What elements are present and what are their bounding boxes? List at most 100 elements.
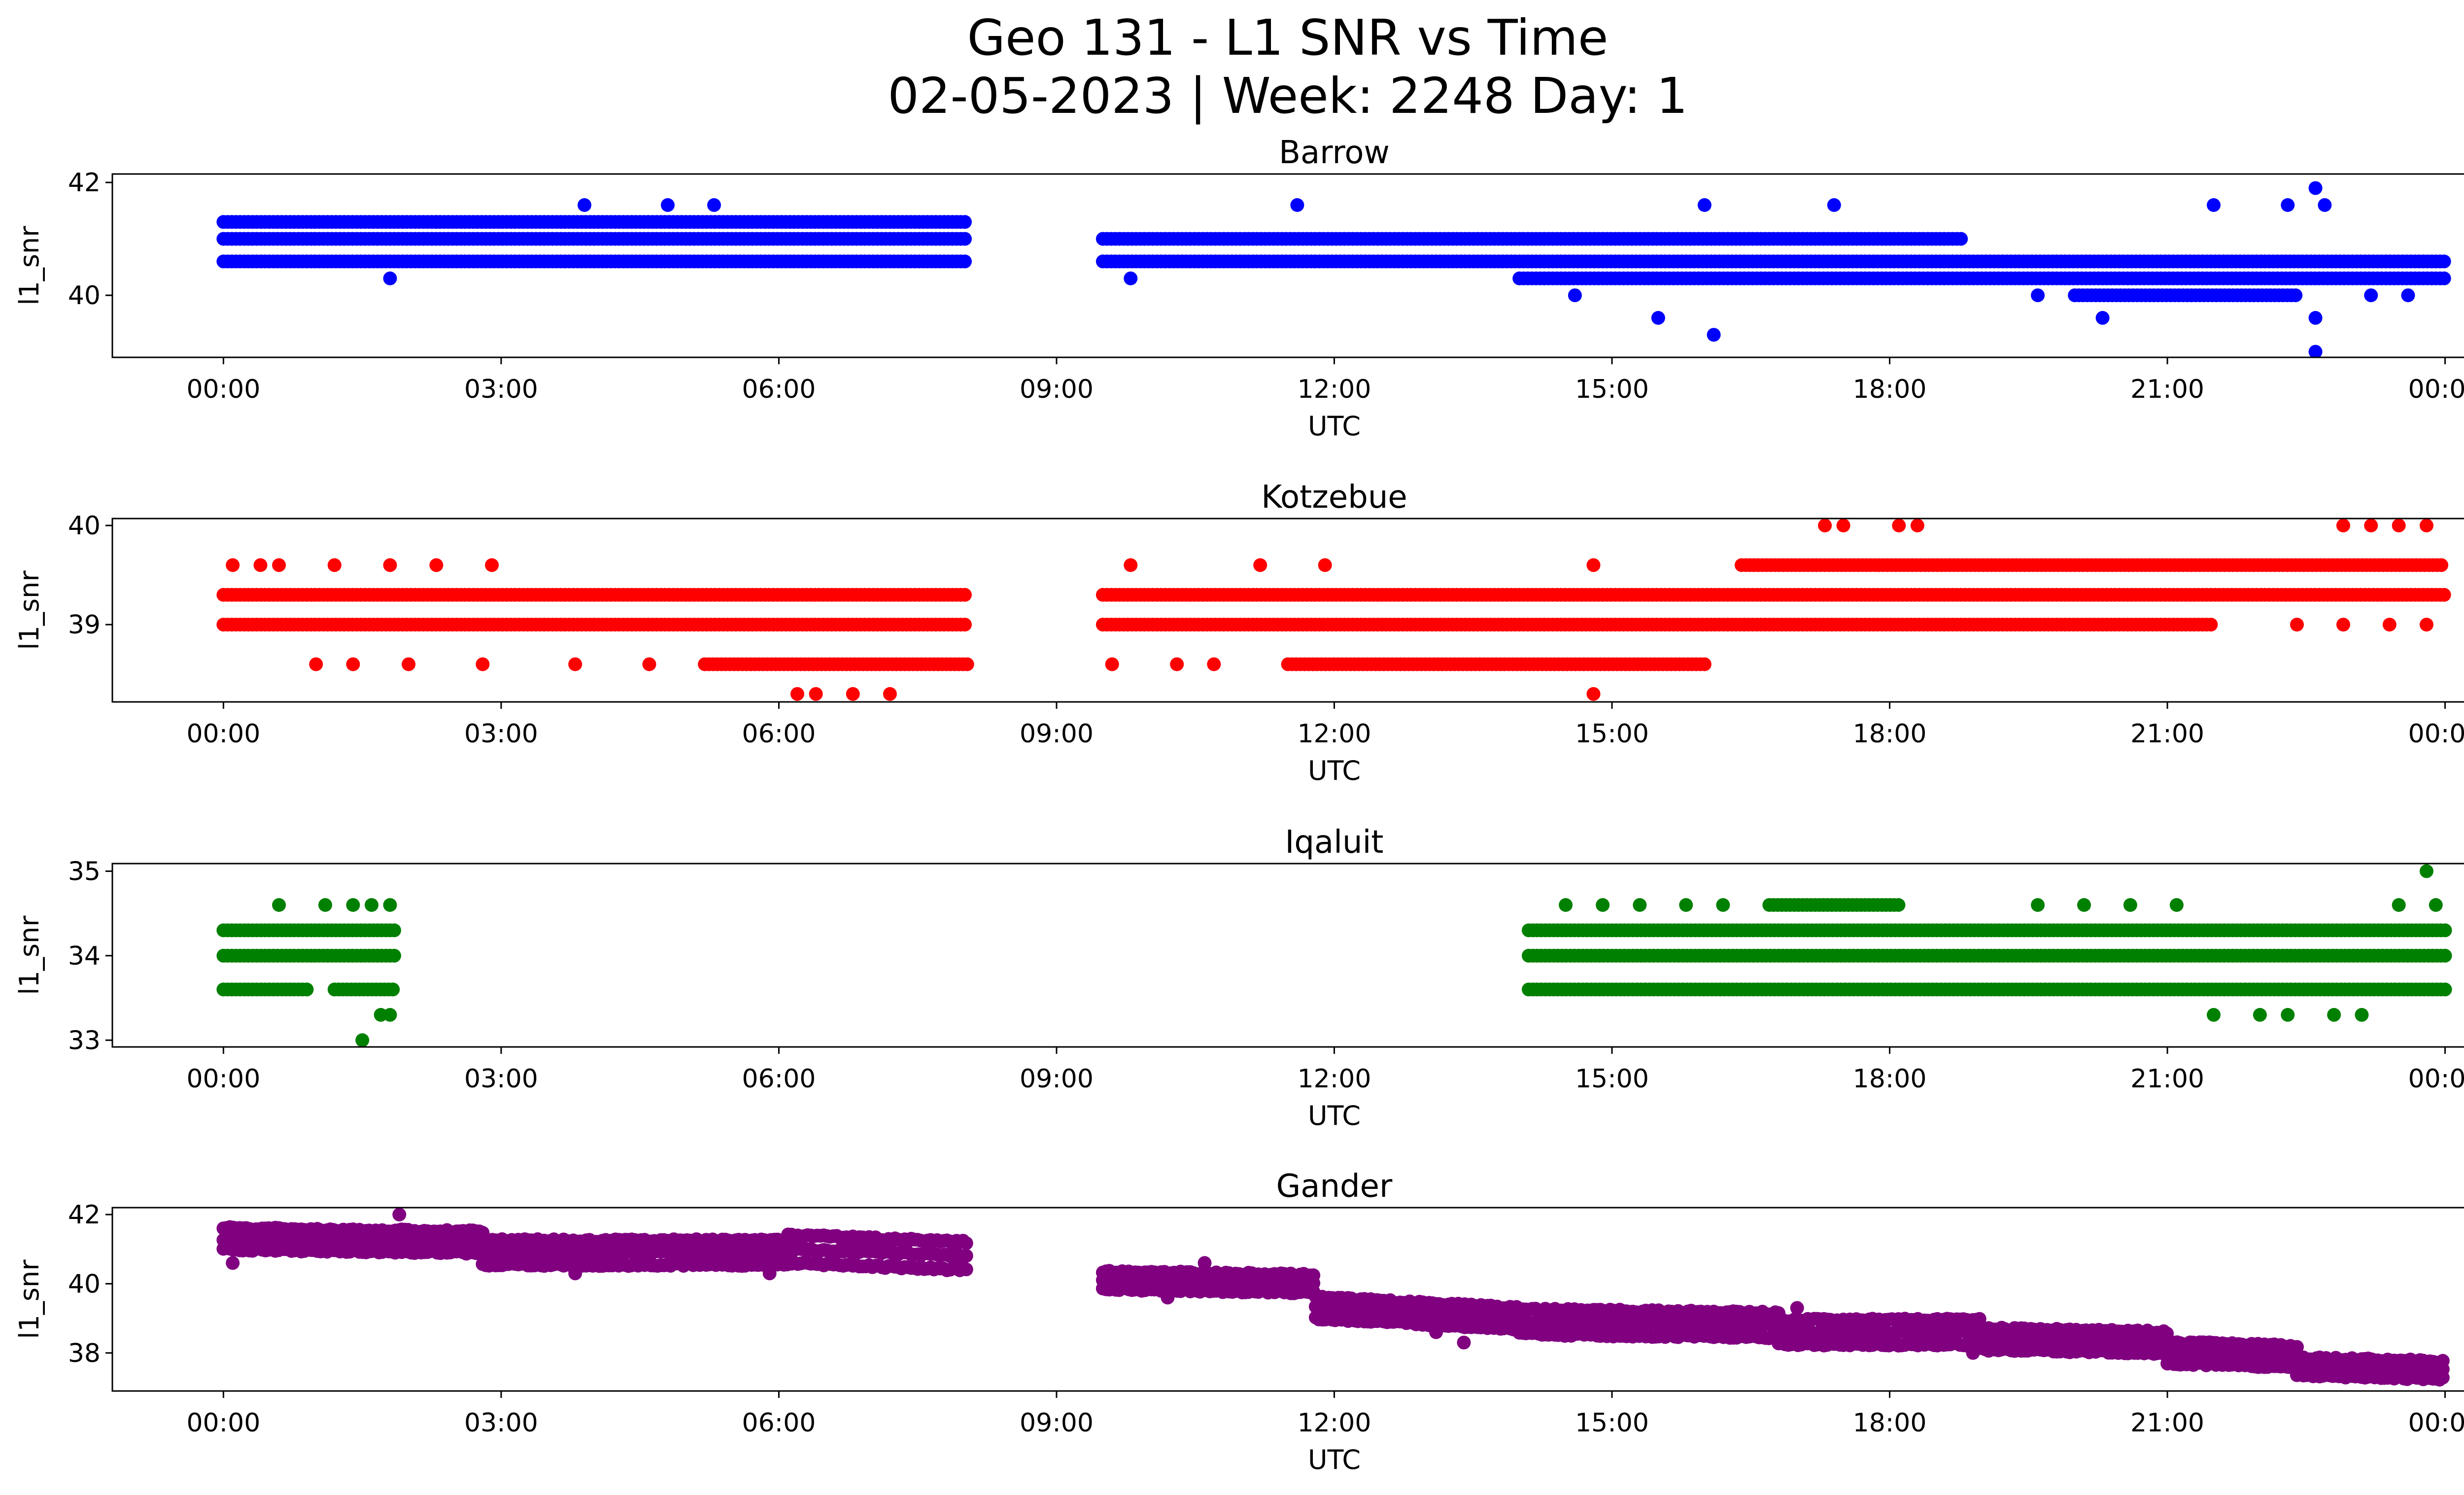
- x-tick-label: 09:00: [1020, 375, 1094, 404]
- data-point: [1596, 898, 1610, 912]
- y-tick-label: 33: [68, 1026, 101, 1055]
- data-point: [2281, 1008, 2295, 1022]
- data-point: [365, 898, 378, 912]
- data-point: [2289, 288, 2303, 303]
- data-point: [2253, 1008, 2267, 1022]
- data-point: [2434, 558, 2449, 572]
- data-point: [2308, 311, 2323, 325]
- data-point: [1827, 198, 1841, 212]
- data-point: [2392, 519, 2406, 533]
- data-point: [383, 271, 397, 285]
- data-point: [1633, 898, 1647, 912]
- data-point: [1124, 271, 1138, 285]
- x-tick-label: 15:00: [1575, 375, 1649, 404]
- data-point: [883, 687, 897, 701]
- y-tick-label: 35: [68, 857, 101, 886]
- x-tick-label: 21:00: [2130, 375, 2204, 404]
- data-point: [1170, 657, 1184, 671]
- data-point: [272, 558, 286, 572]
- data-point: [2438, 982, 2452, 997]
- x-tick-label: 03:00: [464, 375, 538, 404]
- data-point: [386, 982, 400, 997]
- data-point: [960, 657, 974, 671]
- data-point: [1124, 558, 1138, 572]
- series-points: [216, 519, 2451, 701]
- data-point: [346, 898, 360, 912]
- y-tick-label: 42: [68, 168, 101, 198]
- data-point: [1586, 687, 1601, 701]
- data-point: [346, 657, 360, 671]
- data-point: [383, 898, 397, 912]
- data-point: [1559, 898, 1573, 912]
- data-point: [1818, 519, 1832, 533]
- x-tick-label: 12:00: [1298, 1064, 1371, 1094]
- data-point: [1697, 198, 1711, 212]
- x-tick-label: 00:00: [186, 719, 260, 749]
- axes-frame: [111, 518, 2464, 703]
- data-point: [958, 215, 972, 229]
- data-point: [958, 588, 972, 602]
- data-point: [1954, 232, 1968, 246]
- data-point: [2327, 1008, 2341, 1022]
- data-point: [383, 558, 397, 572]
- data-point: [578, 198, 591, 212]
- data-point: [2207, 1008, 2221, 1022]
- data-point: [1679, 898, 1693, 912]
- data-point: [429, 558, 444, 572]
- data-point: [790, 687, 804, 701]
- x-tick-label: 06:00: [742, 719, 816, 749]
- data-point: [1697, 657, 1711, 671]
- data-point: [2438, 923, 2452, 938]
- data-point: [383, 1008, 397, 1022]
- x-tick-label: 00:00: [186, 1064, 260, 1094]
- data-point: [2438, 948, 2452, 963]
- x-tick-label: 00:00: [2408, 719, 2464, 749]
- series-points: [216, 181, 2451, 357]
- data-point: [2308, 181, 2323, 195]
- data-point: [2336, 519, 2350, 533]
- data-point: [2077, 898, 2091, 912]
- data-point: [1910, 519, 1924, 533]
- x-tick-label: 12:00: [1298, 375, 1371, 404]
- x-tick-label: 09:00: [1020, 1064, 1094, 1094]
- data-point: [402, 657, 416, 671]
- data-point: [1568, 288, 1582, 303]
- data-point: [355, 1033, 370, 1047]
- data-point: [2318, 198, 2332, 212]
- data-point: [959, 1236, 973, 1251]
- data-point: [300, 982, 314, 997]
- subplot-title: Iqaluit: [1285, 824, 1384, 861]
- x-tick-label: 21:00: [2130, 1064, 2204, 1094]
- y-axis-label: l1_snr: [14, 226, 45, 306]
- data-point: [2290, 618, 2304, 632]
- data-point: [959, 1249, 973, 1263]
- y-axis-label: l1_snr: [14, 915, 45, 995]
- data-point: [958, 254, 972, 269]
- x-tick-label: 18:00: [1853, 719, 1927, 749]
- y-tick-label: 34: [68, 941, 101, 971]
- x-tick-label: 03:00: [464, 719, 538, 749]
- data-point: [2420, 519, 2433, 533]
- data-point: [485, 558, 499, 572]
- data-point: [387, 948, 401, 963]
- data-point: [568, 657, 582, 671]
- data-point: [476, 657, 490, 671]
- data-point: [1253, 558, 1267, 572]
- data-point: [2308, 345, 2323, 357]
- x-axis-label: UTC: [1308, 411, 1361, 442]
- x-tick-label: 15:00: [1575, 719, 1649, 749]
- x-tick-label: 06:00: [742, 375, 816, 404]
- data-point: [2429, 898, 2443, 912]
- data-point: [2437, 254, 2451, 269]
- x-tick-label: 15:00: [1575, 1064, 1649, 1094]
- data-point: [226, 558, 240, 572]
- data-point: [253, 558, 268, 572]
- data-point: [2401, 288, 2415, 303]
- data-point: [2336, 618, 2350, 632]
- data-point: [846, 687, 860, 701]
- x-tick-label: 06:00: [742, 1064, 816, 1094]
- data-point: [272, 898, 286, 912]
- data-point: [1707, 328, 1721, 342]
- y-tick-label: 40: [68, 511, 101, 541]
